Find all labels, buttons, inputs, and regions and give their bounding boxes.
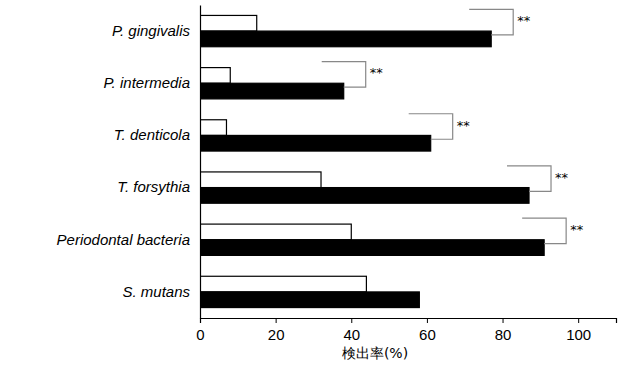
x-tick-label: 20 [268, 326, 285, 343]
x-tick-mark [578, 318, 579, 323]
x-axis-title: 検出率(%) [342, 345, 408, 361]
y-tick-label: S. mutans [122, 283, 190, 300]
x-tick-label: 40 [343, 326, 360, 343]
bracket [322, 62, 366, 87]
x-tick: 20 [268, 318, 285, 343]
y-tick-label: P. gingivalis [112, 22, 191, 39]
bar [200, 172, 321, 188]
significance-label: ** [517, 13, 531, 28]
y-tick: P. gingivalis [112, 22, 200, 39]
significance-label: ** [555, 170, 569, 185]
y-tick-label: P. intermedia [104, 74, 190, 91]
bar [200, 240, 544, 256]
y-tick-label: Periodontal bacteria [57, 231, 190, 248]
x-tick: 60 [419, 318, 436, 343]
bracket [522, 218, 566, 243]
significance-label: ** [457, 118, 471, 133]
bar [200, 15, 257, 31]
bars [200, 15, 544, 307]
bar [200, 31, 491, 47]
bracket [409, 114, 453, 139]
bar [200, 120, 226, 136]
y-tick: T. forsythia [117, 178, 200, 195]
x-tick-mark [351, 318, 352, 323]
y-axis-line [200, 6, 201, 319]
y-tick-label: T. denticola [114, 126, 190, 143]
bar [200, 83, 344, 99]
bar [200, 292, 419, 308]
x-axis: 0 20 40 60 80 100 [196, 318, 616, 343]
bar [200, 68, 230, 84]
x-tick-label: 60 [419, 326, 436, 343]
bracket [507, 166, 551, 191]
y-tick-label: T. forsythia [117, 178, 190, 195]
chart: 0 20 40 60 80 100 P. gingivalis P. intermedia T.… [0, 0, 620, 368]
bracket [469, 9, 513, 34]
bar [200, 224, 351, 240]
bar [200, 188, 529, 204]
x-tick: 0 [196, 318, 204, 343]
x-tick-label: 80 [495, 326, 512, 343]
bar [200, 135, 431, 151]
x-tick: 100 [566, 318, 591, 343]
x-tick-mark [200, 318, 201, 323]
x-tick-label: 100 [566, 326, 591, 343]
y-tick: Periodontal bacteria [57, 231, 200, 248]
x-tick-mark [427, 318, 428, 323]
bar [200, 276, 366, 292]
x-tick: 40 [343, 318, 360, 343]
x-tick-label: 0 [196, 326, 204, 343]
x-tick: 80 [495, 318, 512, 343]
x-tick-mark [276, 318, 277, 323]
x-axis-line [201, 319, 617, 324]
y-tick: P. intermedia [104, 74, 200, 91]
y-tick: T. denticola [114, 126, 200, 143]
significance-label: ** [570, 222, 584, 237]
y-axis: P. gingivalis P. intermedia T. denticola T.… [57, 6, 201, 319]
annotations: ** ** ** ** ** [322, 9, 584, 243]
y-tick: S. mutans [122, 283, 200, 300]
x-tick-mark [503, 318, 504, 323]
significance-label: ** [370, 65, 384, 80]
